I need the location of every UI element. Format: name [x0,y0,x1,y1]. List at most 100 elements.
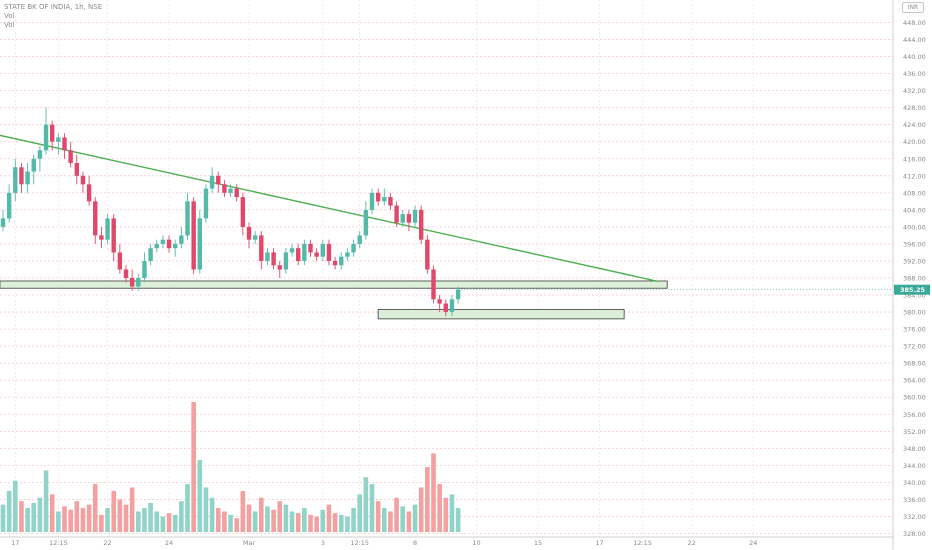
candle-body [160,239,166,244]
volume-bar [246,504,252,532]
candle-body [246,226,252,240]
volume-bar [302,508,307,532]
candle-body [345,252,350,257]
volume-bar [277,501,283,532]
y-tick-label: 448.00 [903,19,926,27]
candle-body [203,188,209,219]
volume-bar [394,497,399,532]
volume-bar [80,508,86,532]
candle-body [431,269,436,300]
y-tick-label: 404.00 [903,206,926,214]
volume-bar [345,516,350,532]
x-tick-label: 12:15 [350,539,369,547]
candle-body [271,252,276,266]
volume-bar [6,490,12,532]
volume-bar [203,487,209,532]
candle-body [400,214,405,223]
candle-body [320,243,325,257]
volume-bar [172,514,178,532]
candle-body [142,260,147,278]
candle-body [6,192,12,219]
volume-bar [117,499,123,532]
x-tick-label: 12:15 [633,539,652,547]
y-tick-label: 368.00 [903,360,926,368]
candle-body [80,175,86,185]
y-tick-label: 440.00 [903,53,926,61]
volume-bar [123,504,129,532]
x-tick-label: 24 [749,539,757,547]
volume-bar [160,516,166,532]
volume-bar [31,502,37,532]
candle-body [394,205,399,223]
volume-bar [308,514,313,532]
candle-body [43,124,49,151]
candle-body [326,243,332,261]
candle-body [363,209,369,236]
candle-body [259,235,264,261]
support-zone-rectangle[interactable] [377,309,625,320]
y-tick-label: 436.00 [903,70,926,78]
volume-bar [185,484,190,532]
candle-body [209,175,215,189]
volume-bar [351,508,356,532]
candle-body [228,188,233,193]
candle-body [406,214,412,223]
candle-body [123,269,129,278]
y-tick-label: 364.00 [903,377,926,385]
x-tick-label: 10 [472,539,480,547]
y-tick-label: 372.00 [903,343,926,351]
candle-body [99,235,104,240]
candle-body [111,218,116,253]
volume-bar [363,477,369,532]
candle-body [234,188,239,198]
candle-body [351,243,356,253]
candle-body [148,248,153,261]
y-tick-label: 336.00 [903,496,926,504]
candle-body [154,243,159,249]
volume-bar [148,502,153,532]
y-tick-label: 392.00 [903,257,926,265]
candle-body [289,248,295,253]
volume-bar [234,518,239,532]
volume-bar [382,508,387,532]
candle-body [265,252,270,261]
volume-bar [129,487,135,532]
candle-body [50,124,55,142]
candle-body [314,252,319,257]
volume-bar [418,487,424,532]
x-tick-label: Mar [243,539,256,547]
volume-bar [142,508,147,532]
support-zone-rectangle[interactable] [0,280,668,289]
trendline[interactable] [0,134,659,283]
volume-bar [43,470,49,532]
candle-body [240,197,246,227]
volume-bar [259,497,264,532]
volume-bar [431,453,436,532]
candle-body [375,192,381,202]
candle-body [117,252,123,270]
candle-body [185,201,190,236]
volume-bar [449,494,455,532]
volume-bar [166,513,172,532]
volume-bar [332,513,338,532]
candle-body [308,243,313,253]
candle-body [166,239,172,249]
volume-bar [252,511,258,532]
volume-bar [289,511,295,532]
volume-bar [265,506,270,532]
volume-bar [437,484,442,532]
x-tick-label: 8 [413,539,417,547]
volume-bar [68,509,73,532]
candle-body [197,218,202,270]
volume-indicator-label[interactable]: Vol [4,21,15,29]
volume-bar [400,506,406,532]
candle-body [191,201,196,270]
volume-bar [136,511,141,532]
candle-body [68,150,73,164]
x-tick-label: 22 [103,539,111,547]
volume-bar [74,501,80,532]
x-tick-label: 22 [688,539,696,547]
volume-indicator-label[interactable]: Vol [4,12,15,20]
volume-bar [326,504,332,532]
